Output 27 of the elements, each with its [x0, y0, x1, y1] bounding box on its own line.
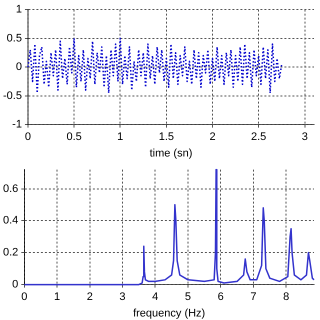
x-tick-label: 3	[119, 291, 126, 304]
y-tick-label: 0.2	[2, 246, 18, 259]
x-tick-label: 1	[117, 131, 124, 144]
y-tick-label: 0.5	[6, 32, 22, 44]
y-tick-label: -0.5	[2, 90, 22, 102]
x-tick-label: 4	[152, 291, 158, 304]
x-tick-label: 0	[24, 131, 32, 144]
x-tick-label: 1	[54, 291, 60, 304]
x-axis-title: frequency (Hz)	[133, 307, 206, 320]
y-tick-label: 0.4	[2, 214, 18, 227]
line-series	[27, 38, 282, 94]
x-tick-label: 5	[184, 291, 192, 304]
x-tick-label: 1.5	[158, 131, 174, 144]
x-tick-label: 2.5	[250, 131, 266, 144]
x-tick-label: 6	[218, 291, 224, 304]
x-tick-label: 2	[86, 291, 93, 304]
x-tick-label: 8	[283, 291, 290, 304]
x-tick-label: 3	[302, 131, 308, 144]
y-tick-label: 0	[12, 278, 18, 291]
y-tick-label: 0	[16, 61, 22, 74]
x-tick-label: 7	[250, 291, 256, 304]
x-tick-label: 0.5	[66, 131, 82, 144]
y-tick-label: 1	[16, 4, 22, 16]
y-tick-label: 0.6	[2, 182, 18, 195]
y-tick-label: -1	[12, 118, 22, 131]
x-axis-title: time (sn)	[150, 147, 192, 160]
x-tick-label: 2	[209, 131, 216, 144]
